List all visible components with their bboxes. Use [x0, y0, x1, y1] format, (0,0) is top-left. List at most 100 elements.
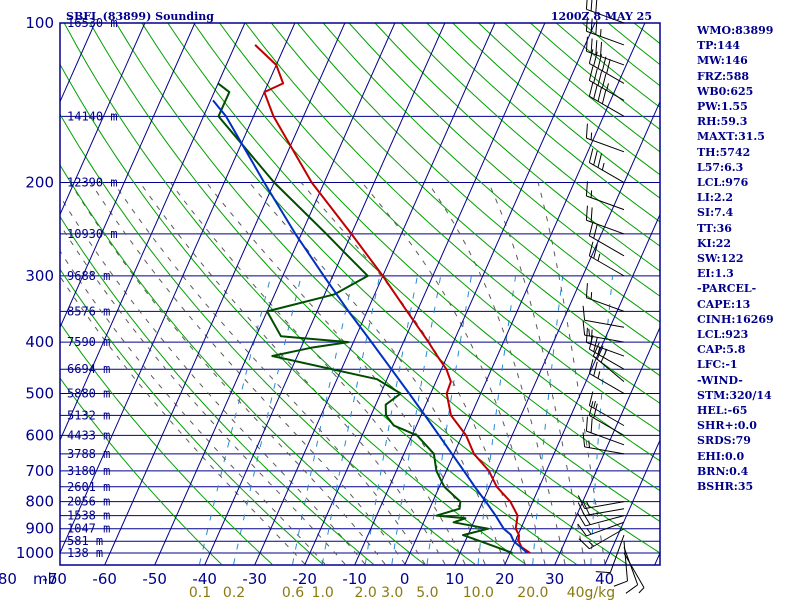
wind-barb-half	[597, 371, 601, 379]
isotherm-line	[60, 23, 196, 329]
pressure-tick-label: 400	[25, 333, 54, 351]
dry-adiabat-line	[141, 23, 660, 523]
index-item: HEL:-65	[697, 404, 748, 418]
dry-adiabat-line	[322, 23, 660, 323]
wind-barb-flag	[588, 401, 594, 416]
height-label: 1538 m	[67, 509, 110, 523]
wind-barb-flag	[588, 66, 594, 81]
isotherm-line	[404, 23, 646, 565]
wind-barb	[578, 528, 625, 550]
temperature-tick-label: -20	[292, 570, 317, 588]
dry-adiabat-line	[348, 23, 660, 297]
plot-frame	[59, 22, 661, 566]
mixing-ratio-line	[321, 275, 381, 565]
wind-barb-flag	[577, 513, 586, 527]
dry-adiabat-line	[60, 268, 324, 565]
index-item: MAXT:31.5	[697, 130, 765, 144]
wind-barb-flag	[600, 348, 608, 363]
wind-barb-flag	[585, 181, 588, 197]
wind-barb-staff	[623, 547, 639, 585]
index-item: EHI:0.0	[697, 449, 745, 463]
index-item: CINH:16269	[697, 312, 774, 326]
wind-barb-flag	[606, 59, 611, 74]
wind-barb-flag	[593, 224, 598, 239]
wind-barb-flag	[585, 36, 588, 52]
wind-barb-half	[586, 528, 592, 535]
dry-adiabat-line	[60, 377, 222, 565]
wind-barb-staff	[584, 319, 625, 328]
wind-barb-flag	[585, 205, 588, 221]
index-item: BSHR:35	[697, 480, 754, 494]
dewpoint-profile	[217, 82, 513, 554]
wind-barb-staff	[586, 341, 625, 357]
height-label: 5132 m	[67, 408, 110, 422]
index-item: RH:59.3	[697, 115, 748, 129]
index-item: CAP:5.8	[697, 343, 746, 357]
wind-barb-staff	[586, 195, 625, 211]
temperature-tick-label: 40	[595, 570, 614, 588]
isotherm-line	[104, 23, 346, 565]
wind-barb	[588, 82, 625, 117]
isotherm-line	[60, 23, 146, 216]
dry-adiabat-line	[60, 215, 374, 565]
temperature-tick-label: 30	[545, 570, 564, 588]
temperature-tick-label: 0	[400, 570, 410, 588]
wind-barb	[623, 547, 639, 594]
station-title: SBFL (83899) Sounding	[66, 10, 214, 23]
index-item: FRZ:588	[697, 69, 750, 83]
wind-barb-staff	[623, 552, 645, 588]
wind-barb-flag	[582, 432, 586, 447]
moist-adiabat-line	[488, 182, 586, 565]
wind-barb-staff	[589, 348, 625, 370]
wind-barb-staff	[589, 528, 625, 550]
wind-barb-flag	[593, 361, 598, 377]
wind-barb-half	[588, 328, 591, 337]
wind-barb-flag	[593, 150, 598, 166]
wind-barb-flag	[588, 82, 594, 97]
wind-barb-staff	[589, 255, 625, 277]
wind-barb-half	[638, 587, 645, 594]
wind-barb-flag	[585, 283, 588, 298]
pressure-tick-label: 300	[25, 267, 54, 285]
isotherm-grid	[60, 23, 660, 565]
index-item: WB0:625	[697, 84, 754, 98]
height-label: 8576 m	[67, 304, 110, 318]
wind-barb-flag	[590, 0, 593, 12]
index-item: TP:144	[697, 39, 741, 53]
wind-barb-half	[606, 83, 609, 91]
moist-adiabats	[60, 182, 606, 565]
wind-barb-flag	[588, 221, 594, 236]
wind-barb-flag	[593, 403, 598, 419]
dry-adiabat-line	[374, 23, 660, 272]
wind-barb-flag	[588, 148, 594, 163]
pressure-tick-label: 600	[25, 426, 54, 444]
mixing-ratio-label: 3.0	[381, 585, 403, 600]
dry-adiabat-line	[271, 23, 660, 377]
wind-barb	[588, 401, 625, 436]
wind-barb-flag	[585, 16, 588, 32]
dry-adiabat-line	[219, 23, 660, 433]
wind-barb	[585, 283, 625, 312]
index-item: L57:6.3	[697, 160, 744, 174]
wind-barb-flag	[588, 49, 594, 64]
pressure-tick-label: 500	[25, 384, 54, 402]
wind-barb	[585, 123, 625, 153]
isotherm-line	[354, 23, 596, 565]
wind-barb-staff	[586, 137, 625, 153]
wind-barb-flag	[600, 41, 603, 57]
index-item: STM:320/14	[697, 388, 772, 402]
wind-barb-flag	[577, 495, 586, 509]
wind-barb-flag	[595, 40, 598, 55]
dry-adiabat-line	[245, 23, 660, 404]
wind-barb	[588, 241, 625, 277]
wind-barb	[585, 181, 625, 211]
pressure-tick-label: 800	[25, 493, 54, 511]
height-label: 2601 m	[67, 480, 110, 494]
mixing-ratio-line	[391, 275, 442, 565]
wind-barb-half	[590, 132, 593, 140]
wind-barb-staff	[589, 162, 625, 183]
temperature-tick-label: 10	[445, 570, 464, 588]
wind-barb-flag	[588, 241, 594, 256]
wind-barb	[592, 342, 625, 383]
